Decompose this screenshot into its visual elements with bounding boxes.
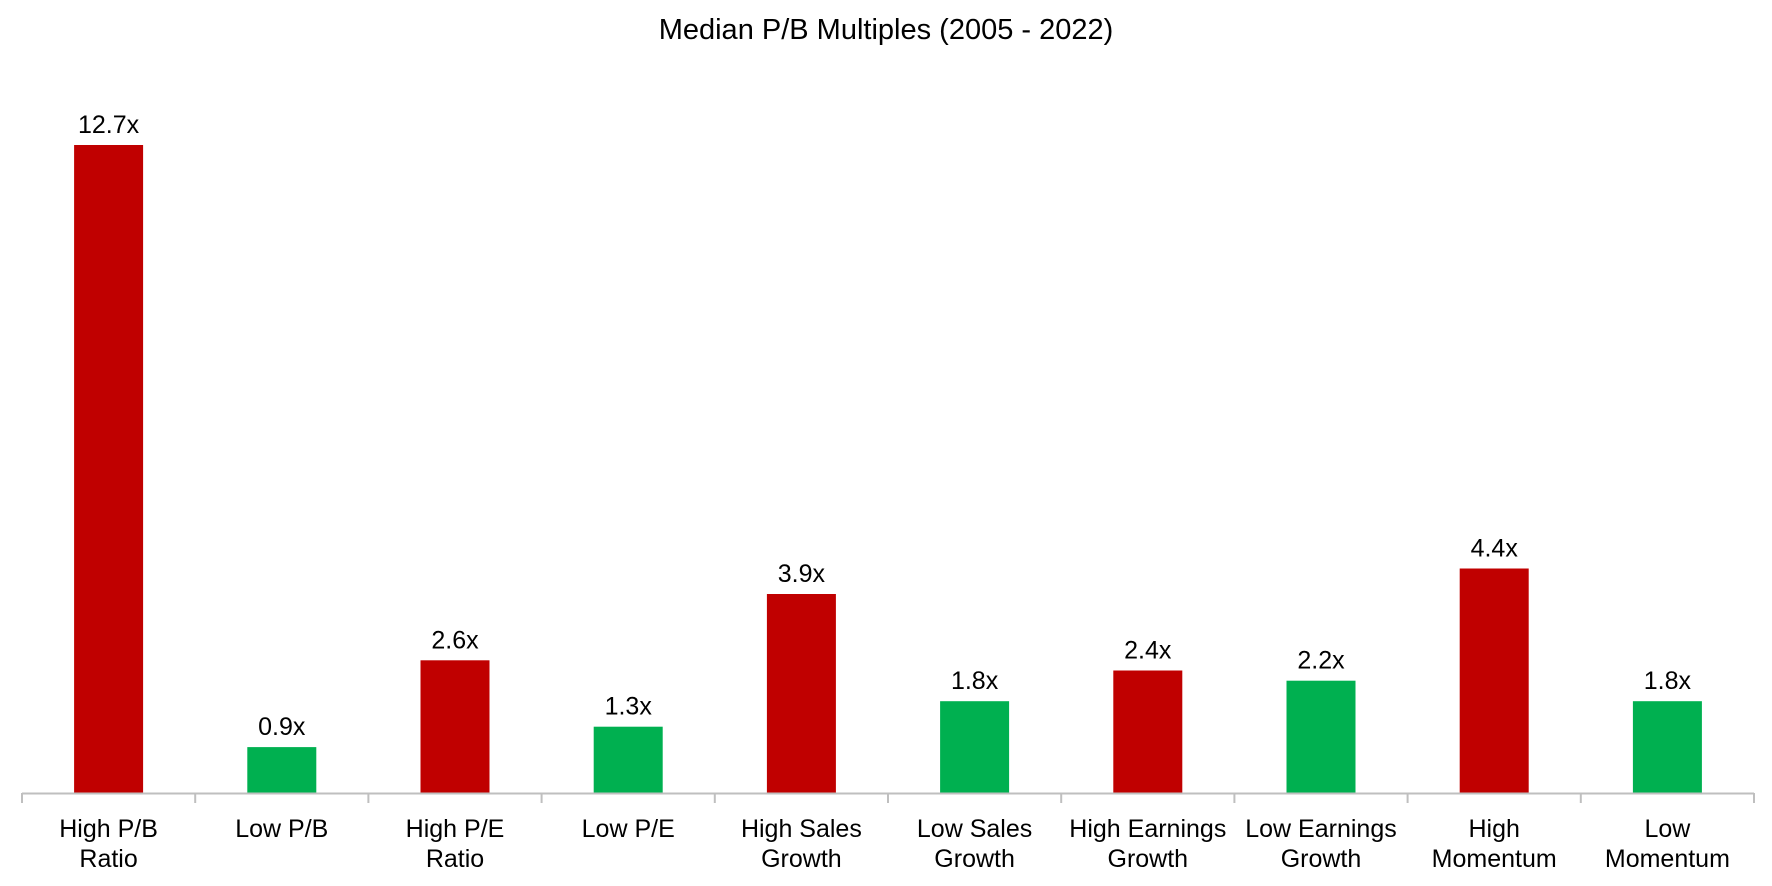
category-label: High Earnings	[1069, 815, 1226, 843]
category-label: Low	[1644, 815, 1691, 843]
category-label: Growth	[761, 845, 842, 873]
bar	[593, 726, 663, 793]
bar	[1286, 680, 1356, 793]
data-label: 2.6x	[431, 626, 479, 654]
category-label: Low Earnings	[1245, 815, 1396, 843]
category-label: High P/E	[406, 815, 505, 843]
x-axis	[21, 792, 1755, 803]
category-label: Ratio	[426, 845, 484, 873]
data-label: 2.2x	[1297, 647, 1345, 675]
bar	[1632, 701, 1702, 793]
category-label: High	[1468, 815, 1519, 843]
category-label: High P/B	[59, 815, 158, 843]
bars-group	[74, 145, 1702, 793]
category-label: Growth	[1281, 845, 1362, 873]
category-label: Momentum	[1605, 845, 1730, 873]
bar	[766, 594, 836, 793]
category-label: Low P/B	[235, 815, 328, 843]
data-label: 0.9x	[258, 713, 306, 741]
category-label: High Sales	[741, 815, 862, 843]
data-label: 4.4x	[1471, 535, 1519, 563]
data-labels-group: 12.7x 0.9x 2.6x 1.3x 3.9x 1.8x 2.4x 2.2x 4.4x 1.8…	[78, 111, 1692, 741]
data-label: 3.9x	[778, 560, 826, 588]
bar	[940, 701, 1010, 793]
category-label: Growth	[934, 845, 1015, 873]
data-label: 1.3x	[605, 693, 653, 721]
data-label: 1.8x	[951, 667, 999, 695]
data-label: 2.4x	[1124, 637, 1172, 665]
bar	[1113, 670, 1183, 793]
bar	[74, 145, 144, 793]
category-label: Growth	[1108, 845, 1189, 873]
bar	[247, 747, 317, 793]
category-label: Momentum	[1432, 845, 1557, 873]
category-label: Ratio	[79, 845, 137, 873]
bar	[420, 660, 490, 793]
chart-title: Median P/B Multiples (2005 - 2022)	[658, 14, 1114, 46]
bar	[1459, 568, 1529, 793]
category-label: Low Sales	[917, 815, 1032, 843]
data-label: 1.8x	[1644, 667, 1692, 695]
category-label: Low P/E	[582, 815, 675, 843]
data-label: 12.7x	[78, 111, 140, 139]
